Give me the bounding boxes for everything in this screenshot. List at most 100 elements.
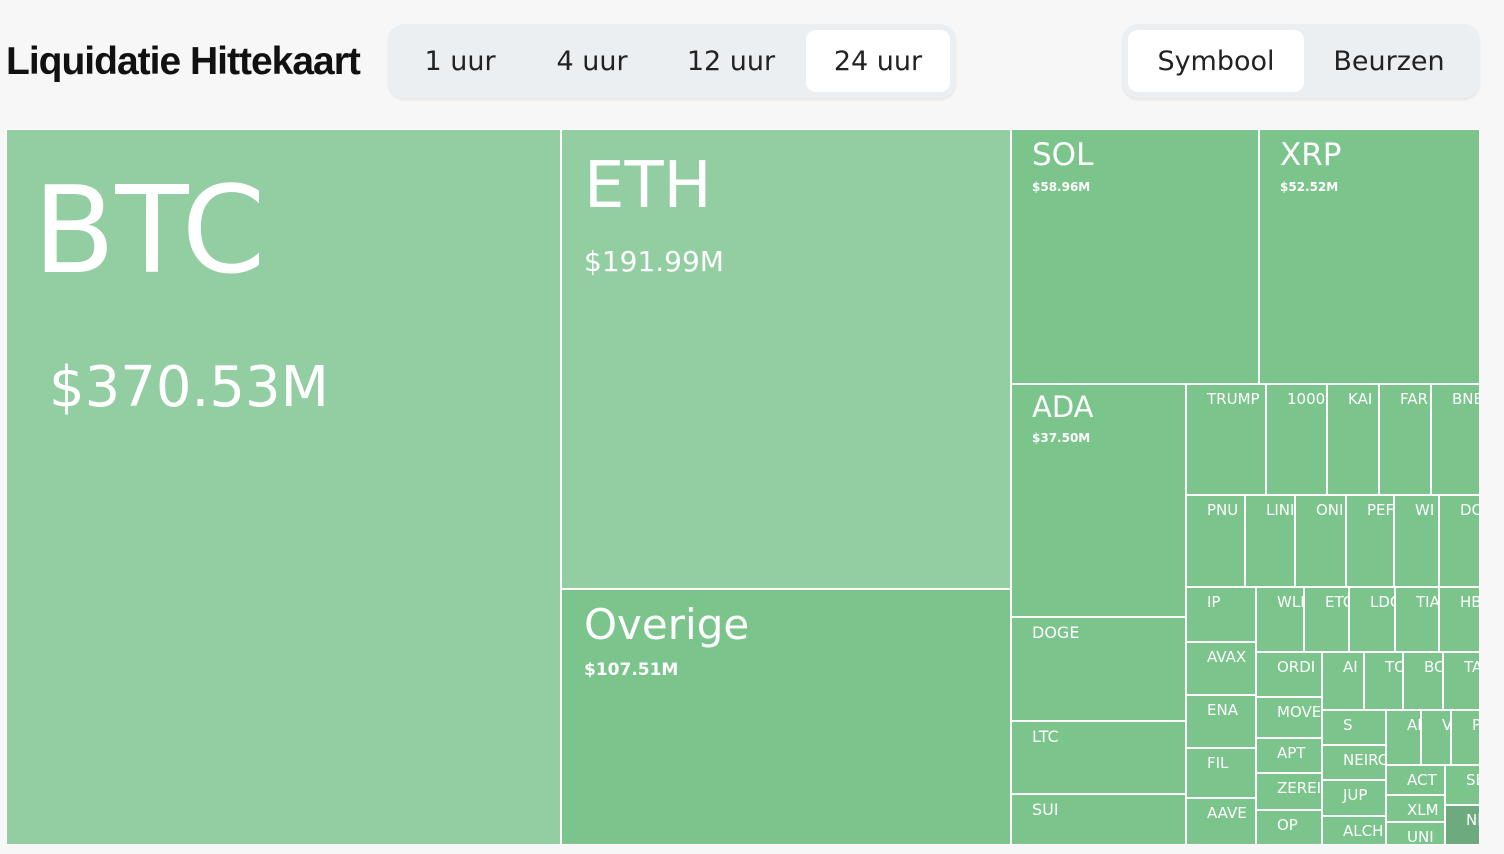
- treemap-cell-uni[interactable]: UNI: [1386, 822, 1445, 845]
- treemap-cell-ai[interactable]: AI: [1322, 652, 1364, 710]
- cell-value-label: $37.50M: [1032, 431, 1091, 445]
- treemap-cell-ne[interactable]: NE: [1445, 805, 1480, 845]
- treemap-cell-aave[interactable]: AAVE: [1186, 798, 1256, 845]
- treemap-cell-ta[interactable]: TA: [1443, 652, 1480, 710]
- cell-symbol-label: DOGE: [1032, 623, 1080, 642]
- treemap-cell-p[interactable]: P: [1451, 710, 1480, 765]
- tab-4h[interactable]: 4 uur: [556, 45, 628, 77]
- cell-symbol-label: ZEREI: [1277, 779, 1322, 797]
- treemap-cell-bne[interactable]: BNE: [1431, 384, 1480, 495]
- cell-symbol-label: AAVE: [1207, 804, 1247, 822]
- treemap-cell-tia[interactable]: TIA: [1395, 587, 1439, 652]
- treemap-cell-ena[interactable]: ENA: [1186, 695, 1256, 748]
- treemap-cell-sui[interactable]: SUI: [1011, 794, 1186, 845]
- cell-symbol-label: APT: [1277, 744, 1306, 762]
- tab-exchanges[interactable]: Beurzen: [1333, 45, 1445, 77]
- cell-value-label: $191.99M: [584, 245, 724, 278]
- treemap-cell-eth[interactable]: ETH $191.99M: [561, 129, 1011, 589]
- cell-symbol-label: OP: [1277, 816, 1298, 834]
- cell-symbol-label: BNE: [1452, 390, 1480, 408]
- treemap-cell-avax[interactable]: AVAX: [1186, 642, 1256, 695]
- treemap-cell-sol[interactable]: SOL $58.96M: [1011, 129, 1259, 384]
- cell-symbol-label: FAR: [1400, 390, 1428, 408]
- cell-symbol-label: IP: [1207, 593, 1221, 611]
- treemap-cell-pef[interactable]: PEF: [1346, 495, 1394, 587]
- cell-symbol-label: AI: [1343, 658, 1358, 676]
- view-selector: Symbool Beurzen: [1122, 24, 1480, 98]
- cell-symbol-label: 1000: [1287, 390, 1326, 408]
- treemap-cell-wli[interactable]: WLI: [1256, 587, 1304, 652]
- treemap-cell-lini[interactable]: LINI: [1245, 495, 1295, 587]
- cell-symbol-label: ETH: [584, 149, 712, 223]
- treemap-cell-ltc[interactable]: LTC: [1011, 721, 1186, 794]
- treemap-cell-move[interactable]: MOVE: [1256, 697, 1322, 738]
- treemap-cell-bc[interactable]: BC: [1403, 652, 1443, 710]
- cell-symbol-label: LDC: [1370, 593, 1394, 611]
- treemap-cell-alch[interactable]: ALCH: [1322, 816, 1386, 845]
- treemap-cell-xrp[interactable]: XRP $52.52M: [1259, 129, 1480, 384]
- cell-symbol-label: TRUMP: [1207, 390, 1260, 408]
- treemap-cell-ip[interactable]: IP: [1186, 587, 1256, 642]
- cell-symbol-label: JUP: [1343, 786, 1368, 804]
- tab-12h[interactable]: 12 uur: [686, 45, 776, 77]
- treemap-cell-neirc[interactable]: NEIRC: [1322, 745, 1386, 780]
- treemap-cell-fil[interactable]: FIL: [1186, 748, 1256, 798]
- treemap-cell-to[interactable]: TO: [1364, 652, 1403, 710]
- cell-symbol-label: PNU: [1207, 501, 1239, 519]
- cell-symbol-label: ORDI: [1277, 658, 1316, 676]
- page-title: Liquidatie Hittekaart: [6, 40, 361, 83]
- treemap-cell-act[interactable]: ACT: [1386, 765, 1445, 795]
- cell-symbol-label: FIL: [1207, 754, 1229, 772]
- cell-symbol-label: S: [1343, 716, 1353, 734]
- treemap-cell-etc[interactable]: ETC: [1304, 587, 1349, 652]
- treemap-cell-kai[interactable]: KAI: [1327, 384, 1379, 495]
- cell-value-label: $58.96M: [1032, 180, 1091, 194]
- treemap-cell-ada[interactable]: ADA $37.50M: [1011, 384, 1186, 617]
- treemap-cell-doge[interactable]: DOGE: [1011, 617, 1186, 721]
- cell-symbol-label: XLM: [1407, 801, 1439, 819]
- cell-symbol-label: BC: [1424, 658, 1443, 676]
- tab-1h[interactable]: 1 uur: [424, 45, 496, 77]
- cell-symbol-label: PEF: [1367, 501, 1394, 519]
- cell-symbol-label: WI: [1415, 501, 1435, 519]
- treemap-cell-overige[interactable]: Overige $107.51M: [561, 589, 1011, 845]
- treemap-cell-oni[interactable]: ONI: [1295, 495, 1346, 587]
- treemap-cell-far[interactable]: FAR: [1379, 384, 1431, 495]
- cell-symbol-label: HB: [1460, 593, 1480, 611]
- treemap-cell-ordi[interactable]: ORDI: [1256, 652, 1322, 697]
- cell-symbol-label: Overige: [584, 600, 750, 649]
- treemap-cell-v[interactable]: V: [1421, 710, 1451, 765]
- cell-symbol-label: ADA: [1032, 390, 1094, 424]
- treemap-cell-s[interactable]: S: [1322, 710, 1386, 745]
- treemap-cell-pnu[interactable]: PNU: [1186, 495, 1245, 587]
- cell-symbol-label: AI: [1407, 716, 1421, 734]
- treemap-cell-apt[interactable]: APT: [1256, 738, 1322, 773]
- treemap-cell-wi[interactable]: WI: [1394, 495, 1439, 587]
- treemap-cell-hb[interactable]: HB: [1439, 587, 1480, 652]
- cell-symbol-label: P: [1472, 718, 1479, 733]
- cell-symbol-label: NE: [1466, 811, 1479, 829]
- cell-symbol-label: XRP: [1280, 137, 1342, 173]
- treemap-cell-ai[interactable]: AI: [1386, 710, 1421, 765]
- treemap-cell-ldc[interactable]: LDC: [1349, 587, 1395, 652]
- cell-symbol-label: DO: [1460, 501, 1479, 519]
- treemap-cell-op[interactable]: OP: [1256, 810, 1322, 845]
- cell-symbol-label: SOL: [1032, 137, 1094, 173]
- cell-symbol-label: TA: [1464, 658, 1479, 676]
- treemap-cell-do[interactable]: DO: [1439, 495, 1480, 587]
- cell-symbol-label: NEIRC: [1343, 751, 1386, 769]
- treemap-cell-jup[interactable]: JUP: [1322, 780, 1386, 816]
- tab-symbol[interactable]: Symbool: [1128, 30, 1304, 92]
- cell-symbol-label: KAI: [1348, 390, 1373, 408]
- treemap-cell-trump[interactable]: TRUMP: [1186, 384, 1266, 495]
- treemap-cell-zerei[interactable]: ZEREI: [1256, 773, 1322, 810]
- treemap-cell-btc[interactable]: BTC $370.53M: [6, 129, 561, 845]
- treemap-cell-xlm[interactable]: XLM: [1386, 795, 1445, 822]
- treemap-cell-1000[interactable]: 1000: [1266, 384, 1327, 495]
- cell-symbol-label: TO: [1385, 658, 1402, 676]
- treemap-cell-se[interactable]: SE: [1445, 765, 1480, 805]
- tab-24h[interactable]: 24 uur: [806, 30, 950, 92]
- cell-value-label: $107.51M: [584, 660, 679, 680]
- cell-symbol-label: WLI: [1277, 593, 1304, 611]
- cell-symbol-label: ALCH: [1343, 822, 1384, 840]
